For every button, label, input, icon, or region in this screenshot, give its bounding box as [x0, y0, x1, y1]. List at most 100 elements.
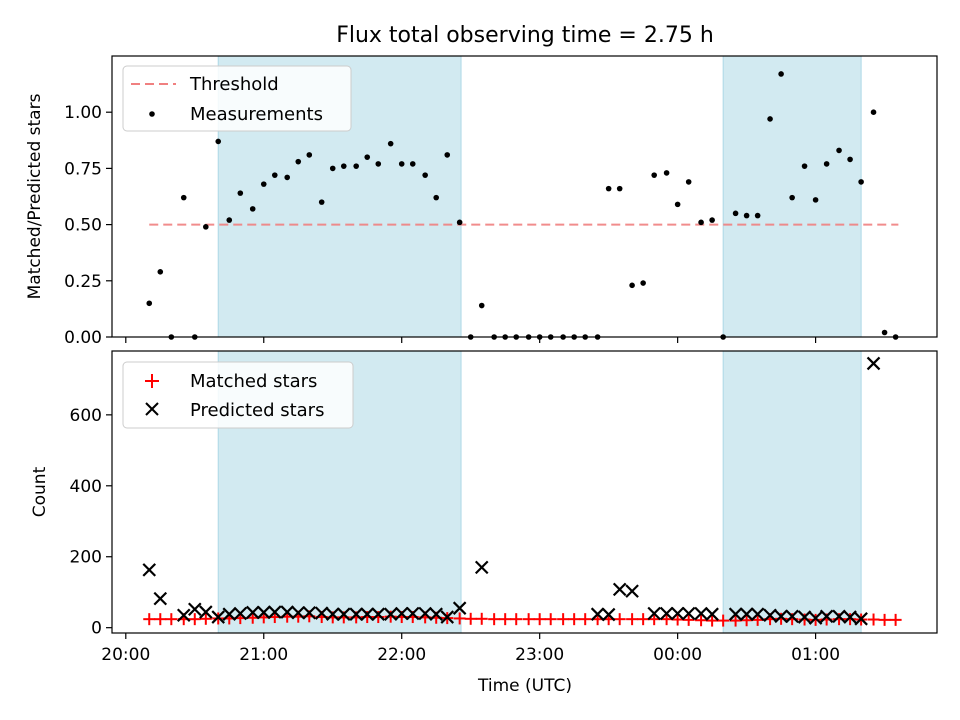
measurement-point: [836, 147, 842, 154]
predicted-star-point: [256, 605, 271, 620]
matched-star-point: [751, 613, 764, 626]
count-legend: Matched stars Predicted stars: [122, 361, 354, 429]
x-tick-label: 00:00: [653, 645, 702, 665]
predicted-star-point: [336, 607, 351, 621]
predicted-star-point: [302, 606, 317, 620]
measurement-point: [698, 219, 704, 226]
y-tick-label: 400: [70, 477, 102, 497]
predicted-star-point: [647, 606, 661, 621]
predicted-star-point: [705, 607, 719, 621]
x-axis-label: Time (UTC): [477, 676, 572, 696]
ratio-panel-frame: [111, 55, 938, 338]
matched-star-point: [579, 613, 592, 626]
measurement-point: [329, 165, 336, 172]
predicted-star-stroke: [452, 601, 467, 615]
predicted-star-stroke: [474, 560, 489, 575]
count-panel: 0 200 400 600 20:00 21:00 22:00 23:00 00:00 01:0…: [30, 350, 938, 696]
chart-title: Flux total observing time = 2.75 h: [336, 23, 714, 48]
predicted-star-stroke: [843, 610, 857, 624]
count-legend-box: [122, 361, 354, 429]
predicted-star-point: [832, 609, 846, 624]
predicted-star-stroke: [314, 606, 329, 620]
measurement-point: [364, 154, 371, 160]
predicted-star-point: [268, 605, 282, 619]
measurement-point: [709, 217, 715, 223]
predicted-star-point: [440, 610, 455, 624]
predicted-star-point: [474, 560, 489, 575]
matched-star-point: [671, 613, 684, 626]
x-tick-label: 01:00: [791, 645, 840, 665]
matched-star-point: [660, 613, 673, 626]
predicted-star-stroke: [325, 607, 340, 621]
measurement-point: [812, 197, 819, 203]
predicted-star-point: [222, 607, 237, 621]
predicted-star-stroke: [763, 608, 777, 623]
predicted-star-stroke: [187, 602, 202, 617]
predicted-star-point: [625, 584, 639, 598]
predicted-star-stroke: [854, 612, 868, 626]
predicted-star-stroke: [681, 606, 696, 621]
measurement-point: [295, 158, 302, 165]
measurement-point: [249, 206, 256, 212]
matched-star-point: [199, 612, 212, 625]
measurement-point: [685, 179, 692, 185]
measurement-point: [778, 71, 784, 77]
predicted-star-stroke: [268, 605, 282, 619]
measurement-point: [674, 201, 681, 208]
matched-star-point: [648, 613, 661, 626]
matched-star-point: [706, 614, 719, 627]
predicted-star-stroke: [739, 607, 754, 621]
predicted-star-point: [694, 606, 708, 621]
predicted-star-point: [763, 608, 777, 623]
ratio-legend-box: [122, 65, 352, 132]
measurement-point: [858, 179, 864, 185]
measurement-point: [456, 219, 463, 226]
y-tick-label: 0.25: [64, 272, 102, 292]
legend-matched-swatch: [145, 374, 159, 388]
matched-star-point: [557, 613, 570, 626]
predicted-star-stroke: [153, 591, 168, 606]
predicted-star-stroke: [774, 609, 788, 624]
x-tick-label: 23:00: [515, 645, 564, 665]
predicted-star-point: [405, 606, 420, 621]
predicted-star-point: [394, 606, 409, 621]
predicted-star-point: [360, 607, 375, 621]
ratio-y-axis-label: Matched/Predicted stars: [25, 93, 45, 299]
matched-star-point: [637, 613, 650, 626]
matched-star-point: [878, 613, 891, 626]
predicted-star-point: [418, 606, 432, 621]
predicted-star-stroke: [659, 606, 674, 621]
measurement-point: [306, 152, 313, 158]
legend-matched-label: Matched stars: [190, 371, 317, 392]
predicted-star-point: [774, 609, 788, 624]
predicted-star-point: [233, 606, 248, 621]
matched-star-point: [889, 613, 902, 626]
measurement-point: [870, 109, 877, 115]
predicted-star-stroke: [418, 606, 432, 621]
matched-star-point: [695, 614, 708, 627]
legend-predicted-swatch: [145, 402, 159, 416]
predicted-star-point: [314, 606, 329, 620]
predicted-star-stroke: [694, 606, 708, 621]
matched-star-point: [522, 613, 535, 626]
measurement-point: [640, 280, 646, 286]
measurement-point: [789, 194, 795, 201]
predicted-star-stroke: [291, 606, 306, 620]
legend-threshold-label: Threshold: [189, 74, 279, 95]
predicted-star-stroke: [750, 607, 765, 621]
matched-star-point: [165, 613, 178, 626]
measurement-point: [616, 185, 623, 192]
measurement-point: [398, 161, 405, 167]
measurement-point: [237, 190, 244, 196]
measurement-point: [444, 152, 451, 158]
measurement-point: [146, 300, 153, 307]
predicted-star-point: [187, 602, 202, 617]
measurement-point: [663, 170, 670, 176]
measurement-point: [226, 217, 233, 223]
matched-star-point: [499, 613, 512, 626]
predicted-star-stroke: [785, 609, 799, 624]
measurement-point: [801, 163, 808, 169]
matched-star-point: [510, 613, 523, 626]
measurement-point: [629, 282, 635, 289]
y-tick-label: 0.00: [64, 328, 102, 348]
